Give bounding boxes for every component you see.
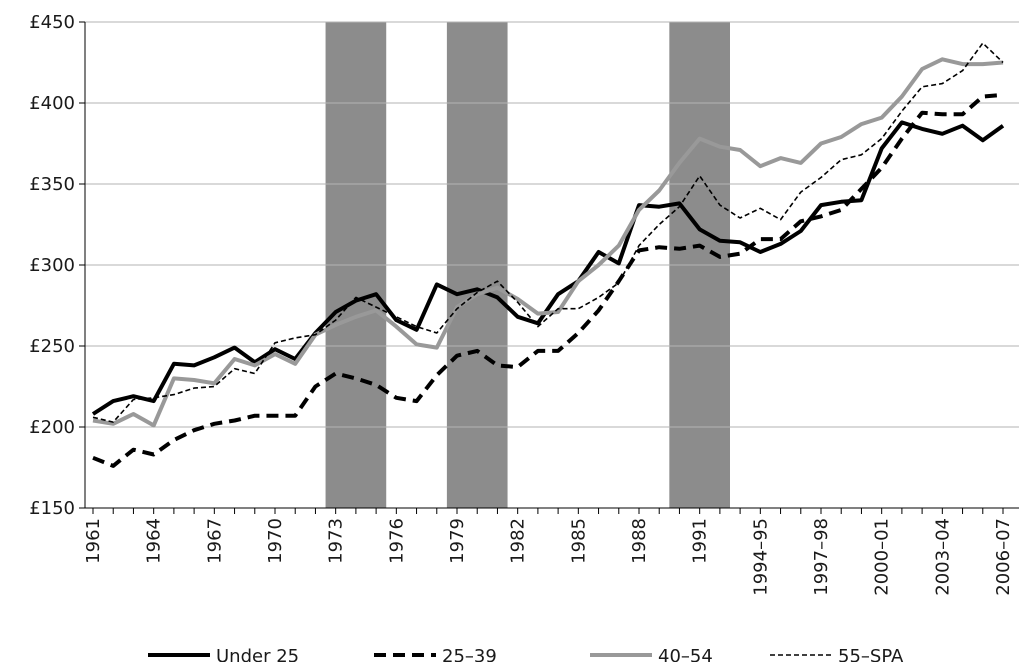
x-tick-label: 2003–04 [932,518,953,596]
x-tick-label: 1961 [83,518,104,564]
x-tick-label: 1994–95 [750,518,771,596]
y-tick-label: £250 [29,336,75,357]
y-tick-label: £350 [29,174,75,195]
legend-label: 25–39 [442,646,497,662]
x-tick-label: 2000–01 [872,518,893,596]
x-tick-label: 1964 [144,518,165,564]
legend-label: 55–SPA [838,646,904,662]
y-tick-label: £200 [29,417,75,438]
x-tick-label: 1982 [508,518,529,564]
y-tick-label: £300 [29,255,75,276]
x-tick-label: 1967 [204,518,225,564]
series-line [92,92,1004,468]
legend-label: Under 25 [216,646,299,662]
series-line [91,120,1005,416]
y-tick-label: £450 [29,12,75,33]
x-tick-label: 1997–98 [811,518,832,596]
x-tick-label: 1970 [265,518,286,564]
y-tick-label: £150 [29,498,75,519]
x-tick-label: 2006–07 [993,518,1014,596]
x-tick-label: 1976 [386,518,407,564]
legend-label: 40–54 [658,646,713,662]
x-tick-label: 1991 [690,518,711,564]
series-line [92,57,1004,428]
x-tick-label: 1985 [568,518,589,564]
y-tick-label: £400 [29,93,75,114]
x-tick-label: 1973 [326,518,347,564]
x-tick-label: 1979 [447,518,468,564]
series-line [92,42,1004,423]
x-tick-label: 1988 [629,518,650,564]
